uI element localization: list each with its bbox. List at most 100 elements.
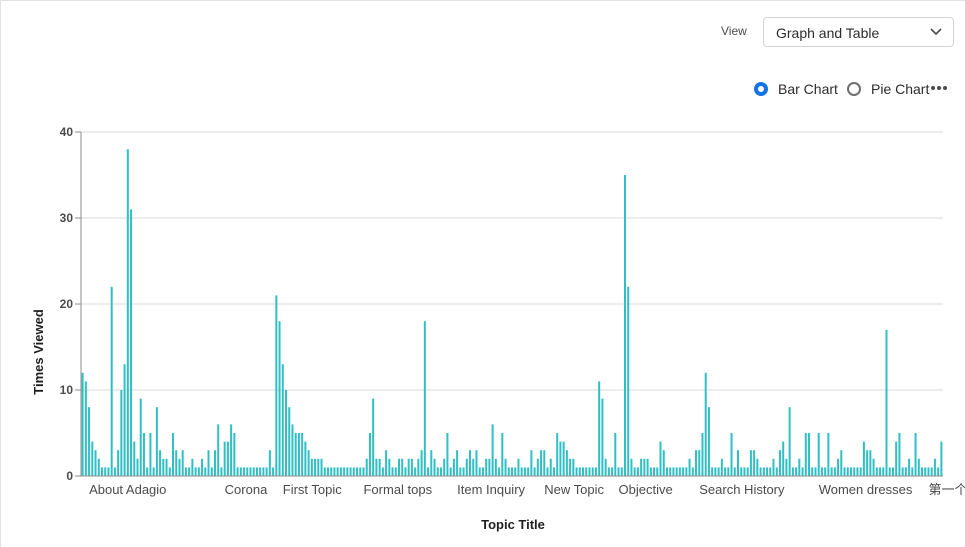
bar[interactable] <box>604 458 607 476</box>
bar[interactable] <box>714 467 717 476</box>
bar[interactable] <box>301 433 304 476</box>
bar[interactable] <box>921 467 924 476</box>
bar[interactable] <box>933 458 936 476</box>
bar[interactable] <box>736 450 739 476</box>
bar[interactable] <box>720 458 723 476</box>
bar[interactable] <box>562 441 565 476</box>
bar[interactable] <box>420 450 423 476</box>
bar[interactable] <box>226 441 229 476</box>
bar[interactable] <box>436 467 439 476</box>
bar[interactable] <box>191 458 194 476</box>
bar[interactable] <box>146 467 149 476</box>
bar[interactable] <box>859 467 862 476</box>
bar[interactable] <box>259 467 262 476</box>
bar[interactable] <box>362 467 365 476</box>
bar[interactable] <box>840 450 843 476</box>
bar[interactable] <box>139 398 142 476</box>
bar[interactable] <box>291 424 294 476</box>
bar[interactable] <box>159 450 162 476</box>
bar[interactable] <box>472 458 475 476</box>
bar[interactable] <box>627 286 630 476</box>
bar[interactable] <box>540 450 543 476</box>
bar[interactable] <box>917 458 920 476</box>
bar[interactable] <box>255 467 258 476</box>
bar[interactable] <box>552 467 555 476</box>
bar[interactable] <box>210 467 213 476</box>
bar[interactable] <box>330 467 333 476</box>
bar[interactable] <box>184 467 187 476</box>
bar[interactable] <box>824 467 827 476</box>
bar[interactable] <box>646 458 649 476</box>
bar[interactable] <box>578 467 581 476</box>
bar[interactable] <box>359 467 362 476</box>
bar[interactable] <box>281 364 284 476</box>
bar[interactable] <box>498 467 501 476</box>
bar[interactable] <box>640 458 643 476</box>
bar[interactable] <box>385 450 388 476</box>
bar[interactable] <box>142 433 145 476</box>
bar[interactable] <box>236 467 239 476</box>
bar[interactable] <box>317 458 320 476</box>
bar[interactable] <box>165 458 168 476</box>
bar[interactable] <box>223 441 226 476</box>
bar[interactable] <box>665 467 668 476</box>
bar[interactable] <box>833 467 836 476</box>
bar[interactable] <box>653 467 656 476</box>
bar[interactable] <box>372 398 375 476</box>
bar[interactable] <box>811 467 814 476</box>
bar[interactable] <box>756 458 759 476</box>
bar[interactable] <box>207 450 210 476</box>
bar[interactable] <box>507 467 510 476</box>
bar[interactable] <box>352 467 355 476</box>
bar[interactable] <box>220 467 223 476</box>
bar[interactable] <box>830 467 833 476</box>
bar[interactable] <box>688 458 691 476</box>
bar[interactable] <box>872 458 875 476</box>
bar[interactable] <box>820 467 823 476</box>
bar[interactable] <box>398 458 401 476</box>
bar[interactable] <box>501 433 504 476</box>
bar[interactable] <box>194 467 197 476</box>
bar[interactable] <box>930 467 933 476</box>
bar[interactable] <box>924 467 927 476</box>
bar[interactable] <box>417 458 420 476</box>
bar[interactable] <box>572 458 575 476</box>
bar[interactable] <box>678 467 681 476</box>
bar[interactable] <box>469 450 472 476</box>
bar[interactable] <box>782 441 785 476</box>
bar[interactable] <box>314 458 317 476</box>
bar[interactable] <box>120 390 123 476</box>
bar[interactable] <box>339 467 342 476</box>
bar[interactable] <box>740 467 743 476</box>
bar[interactable] <box>430 450 433 476</box>
bar[interactable] <box>439 467 442 476</box>
bar[interactable] <box>730 433 733 476</box>
bar[interactable] <box>530 450 533 476</box>
bar[interactable] <box>197 467 200 476</box>
bar[interactable] <box>491 424 494 476</box>
bar[interactable] <box>514 467 517 476</box>
bar[interactable] <box>849 467 852 476</box>
bar[interactable] <box>349 467 352 476</box>
bar[interactable] <box>136 458 139 476</box>
bar[interactable] <box>785 458 788 476</box>
bar[interactable] <box>536 458 539 476</box>
bar[interactable] <box>326 467 329 476</box>
bar[interactable] <box>504 458 507 476</box>
bar[interactable] <box>510 467 514 476</box>
bar[interactable] <box>565 450 568 476</box>
bar[interactable] <box>875 467 878 476</box>
bar[interactable] <box>675 467 678 476</box>
bar[interactable] <box>343 467 346 476</box>
bar[interactable] <box>388 458 391 476</box>
bar[interactable] <box>914 433 917 476</box>
bar[interactable] <box>856 467 859 476</box>
bar[interactable] <box>249 467 252 476</box>
bar[interactable] <box>711 467 714 476</box>
bar[interactable] <box>381 467 384 476</box>
bar[interactable] <box>643 458 646 476</box>
bar[interactable] <box>130 209 133 476</box>
bar[interactable] <box>520 467 523 476</box>
bar[interactable] <box>778 450 781 476</box>
bar[interactable] <box>791 467 794 476</box>
